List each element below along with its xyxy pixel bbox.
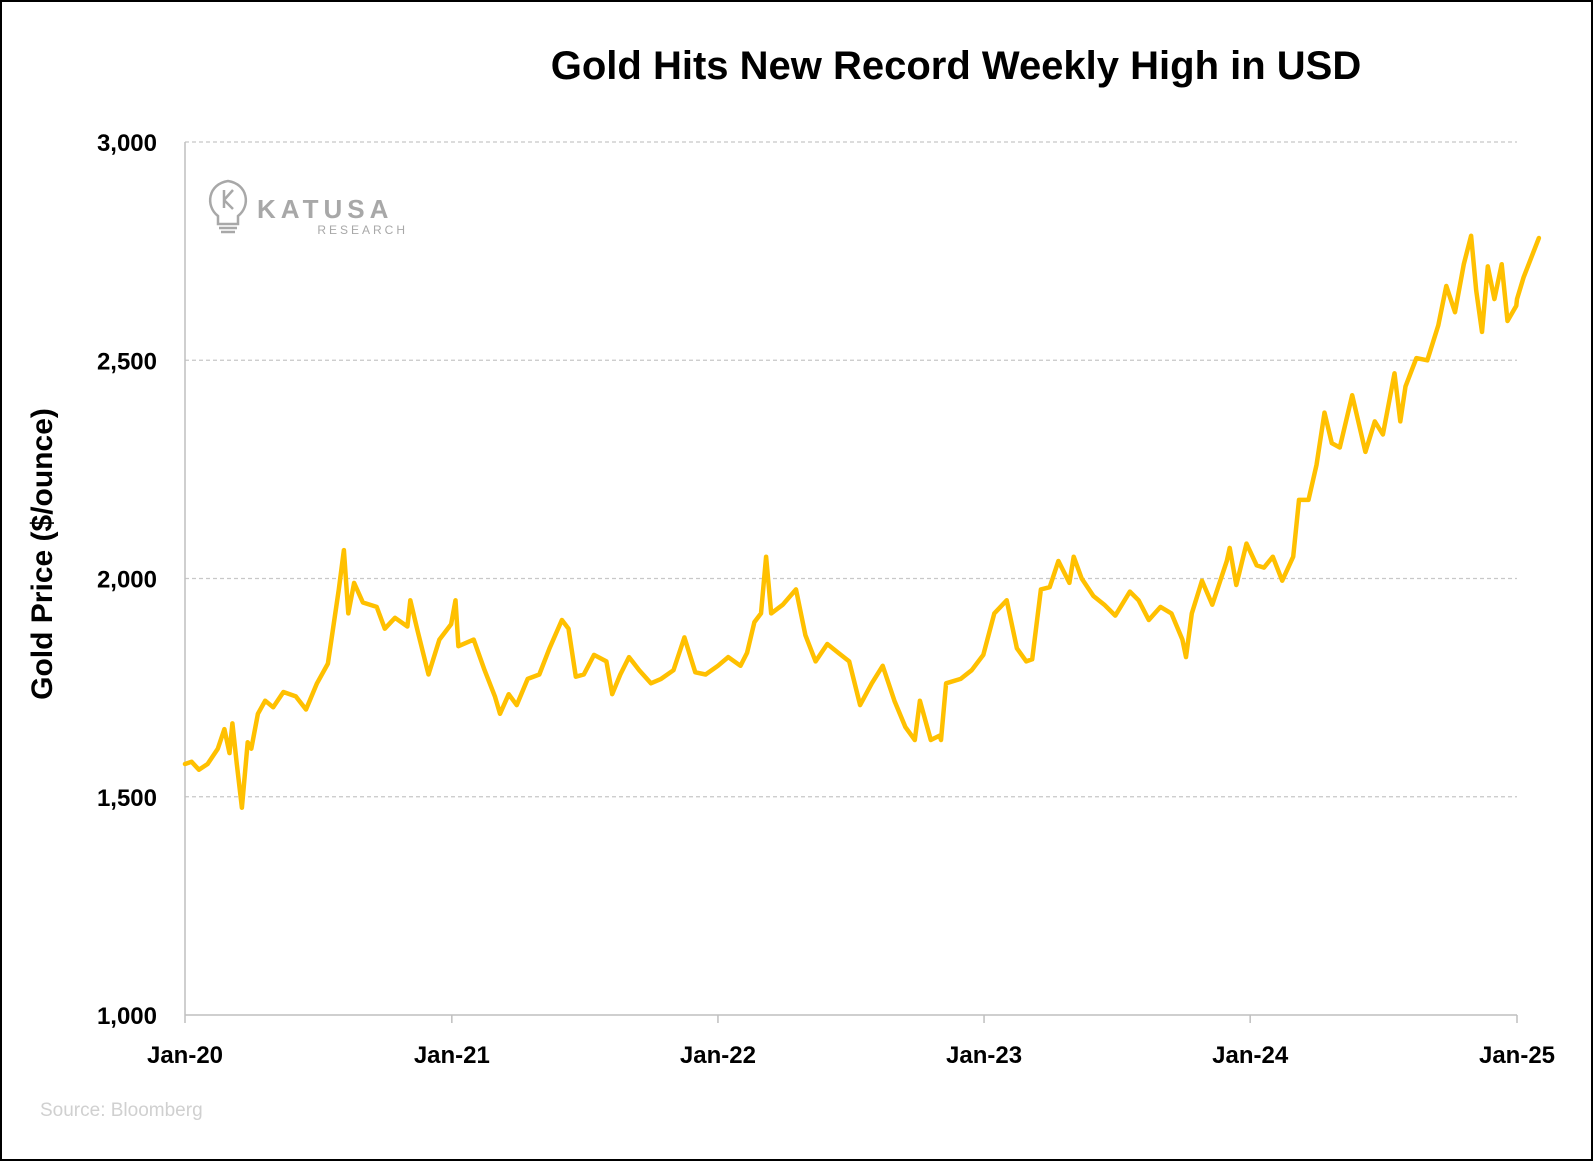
series-line-gold-price: [182, 233, 1542, 810]
y-tick-label-1: 1,500: [97, 785, 157, 812]
x-tick-labels: Jan-20 Jan-21 Jan-22 Jan-23 Jan-24 Jan-25: [147, 1015, 1555, 1069]
logo-subtitle: RESEARCH: [317, 223, 408, 237]
y-axis-label: Gold Price ($/ounce): [26, 408, 59, 700]
lightbulb-k-icon: [208, 179, 248, 234]
y-tick-label-3: 2,500: [97, 348, 157, 375]
katusa-logo: KATUSA RESEARCH: [208, 179, 408, 237]
source-note: Source: Bloomberg: [40, 1100, 203, 1121]
x-tick-label-4: Jan-24: [1212, 1042, 1289, 1069]
y-tick-label-2: 2,000: [97, 567, 157, 594]
chart-title: Gold Hits New Record Weekly High in USD: [551, 44, 1362, 88]
x-tick-label-5: Jan-25: [1479, 1042, 1555, 1069]
x-tick-label-1: Jan-21: [414, 1042, 490, 1069]
y-tick-label-0: 1,000: [97, 1003, 157, 1030]
y-tick-label-4: 3,000: [97, 130, 157, 157]
x-tick-label-0: Jan-20: [147, 1042, 223, 1069]
series-group: [182, 233, 1542, 810]
logo-name: KATUSA: [257, 194, 393, 224]
x-tick-label-2: Jan-22: [680, 1042, 756, 1069]
x-tick-label-3: Jan-23: [946, 1042, 1022, 1069]
y-tick-labels: 1,000 1,500 2,000 2,500 3,000: [97, 130, 157, 1030]
gridlines: [185, 141, 1517, 798]
